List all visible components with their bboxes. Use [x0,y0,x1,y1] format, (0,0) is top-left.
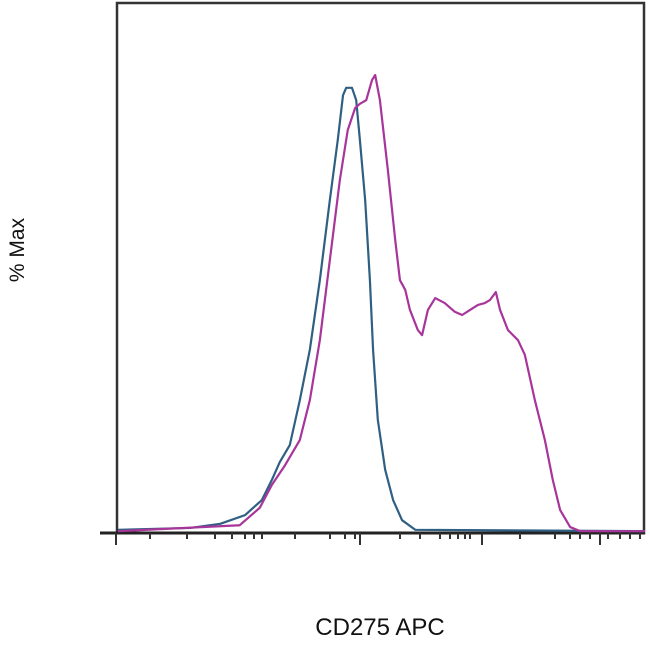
series-line-1 [117,86,646,533]
plot-frame [115,1,646,535]
x-axis-label: CD275 APC [315,614,445,641]
y-axis-label: % Max [6,217,29,283]
series-line-2 [117,73,645,533]
x-axis-ticks [115,533,641,545]
series-group [117,73,646,533]
